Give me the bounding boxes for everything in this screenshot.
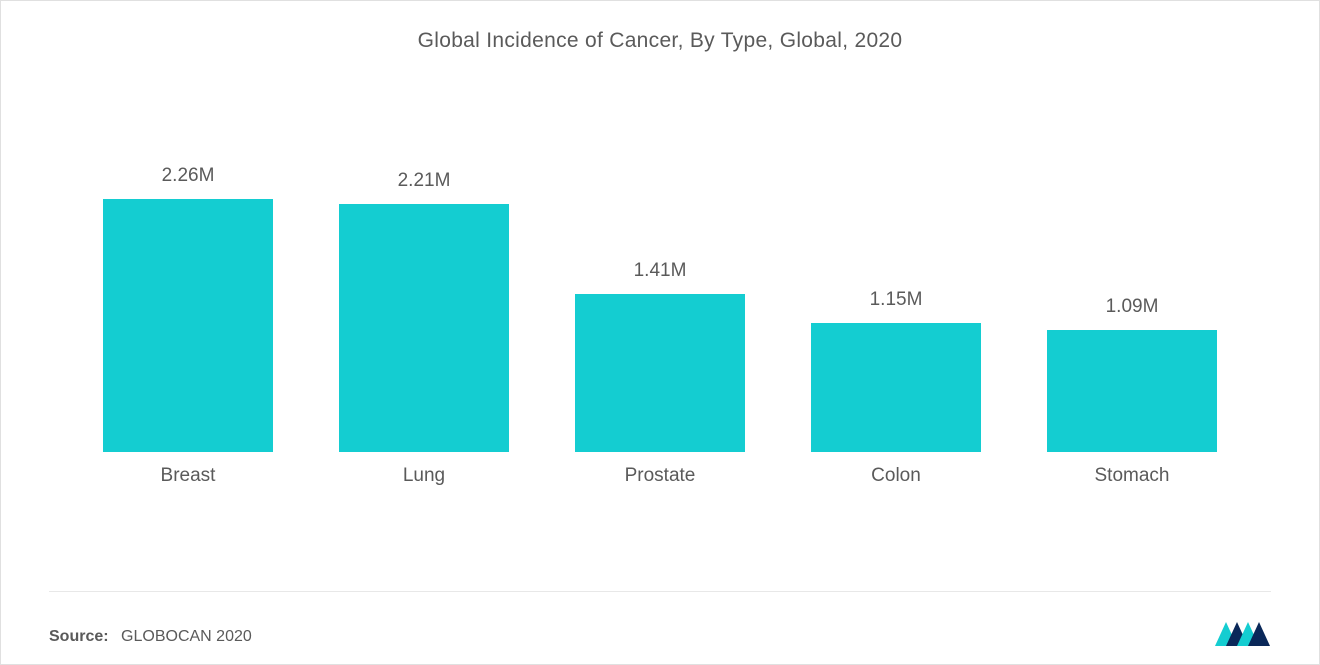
brand-logo: [1215, 610, 1271, 646]
category-label: Prostate: [542, 465, 778, 487]
bar-value-label: 2.26M: [162, 165, 215, 187]
bar-group: 1.41M: [542, 73, 778, 452]
bar-stomach: [1047, 330, 1217, 452]
bar-value-label: 2.21M: [398, 170, 451, 192]
bar-breast: [103, 199, 273, 452]
bar-colon: [811, 323, 981, 452]
bar-prostate: [575, 294, 745, 452]
footer-divider: [49, 591, 1271, 592]
chart-area: 2.26M 2.21M 1.41M 1.15M 1.09M Breast Lun…: [50, 73, 1270, 518]
bars-container: 2.26M 2.21M 1.41M 1.15M 1.09M: [50, 73, 1270, 453]
category-label: Stomach: [1014, 465, 1250, 487]
bar-group: 1.15M: [778, 73, 1014, 452]
bar-value-label: 1.15M: [870, 289, 923, 311]
bar-value-label: 1.09M: [1106, 296, 1159, 318]
source-value: GLOBOCAN 2020: [121, 628, 252, 645]
source-text: Source: GLOBOCAN 2020: [49, 628, 252, 646]
chart-title: Global Incidence of Cancer, By Type, Glo…: [1, 1, 1319, 53]
category-label: Lung: [306, 465, 542, 487]
bar-group: 1.09M: [1014, 73, 1250, 452]
category-labels: Breast Lung Prostate Colon Stomach: [50, 453, 1270, 487]
category-label: Breast: [70, 465, 306, 487]
category-label: Colon: [778, 465, 1014, 487]
bar-group: 2.26M: [70, 73, 306, 452]
footer: Source: GLOBOCAN 2020: [49, 594, 1271, 646]
bar-lung: [339, 204, 509, 452]
bar-group: 2.21M: [306, 73, 542, 452]
bar-value-label: 1.41M: [634, 260, 687, 282]
source-label: Source:: [49, 628, 109, 645]
